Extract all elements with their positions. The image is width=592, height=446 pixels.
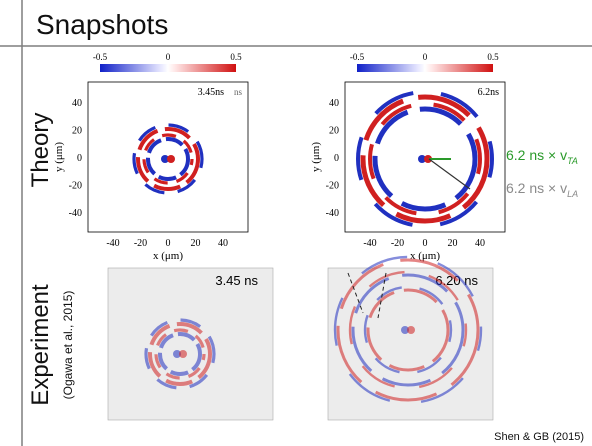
x-axis-label: x (μm) bbox=[153, 250, 183, 262]
ring bbox=[366, 288, 450, 372]
ring bbox=[148, 322, 212, 386]
ring bbox=[158, 332, 202, 376]
ring bbox=[368, 102, 482, 216]
colorbar bbox=[100, 64, 236, 72]
y-axis-label: y (μm) bbox=[310, 142, 322, 172]
y-tick-label: -20 bbox=[326, 181, 339, 192]
time-label: 6.2ns bbox=[478, 87, 500, 98]
core bbox=[418, 155, 426, 163]
core bbox=[167, 155, 175, 163]
x-tick-label: 0 bbox=[166, 238, 171, 249]
colorbar-tick-label: 0.5 bbox=[487, 52, 499, 62]
x-tick-label: 40 bbox=[218, 238, 228, 249]
core bbox=[407, 326, 415, 334]
ring bbox=[154, 328, 206, 380]
y-tick-label: -40 bbox=[326, 208, 339, 219]
arrow bbox=[347, 272, 364, 314]
y-tick-label: 20 bbox=[72, 126, 82, 137]
core bbox=[173, 350, 181, 358]
ring bbox=[333, 255, 483, 405]
x-tick-label: 40 bbox=[475, 238, 485, 249]
x-tick-label: 0 bbox=[423, 238, 428, 249]
core bbox=[179, 350, 187, 358]
y-tick-label: 0 bbox=[334, 153, 339, 164]
colorbar-tick-label: 0 bbox=[166, 52, 171, 62]
time-label: 3.45 ns bbox=[215, 273, 258, 288]
colorbar-tick-label: -0.5 bbox=[350, 52, 365, 62]
row-label: Experiment bbox=[27, 284, 54, 406]
annotation-subscript: TA bbox=[567, 156, 578, 166]
y-tick-label: 40 bbox=[72, 98, 82, 109]
colorbar-tick-label: -0.5 bbox=[93, 52, 108, 62]
colorbar-tick-label: 0 bbox=[423, 52, 428, 62]
annotation-text: 6.2 ns × v bbox=[506, 180, 567, 196]
core bbox=[161, 155, 169, 163]
ring bbox=[363, 285, 453, 375]
image bbox=[107, 267, 274, 421]
figures: -0.5 0 0.5 40 20 0 -20 -40 -40 -20 0 20 40 x (μm) y (μ… bbox=[53, 52, 506, 421]
x-tick-label: -20 bbox=[391, 238, 404, 249]
ring bbox=[144, 318, 216, 390]
row-note: (Ogawa et al., 2015) bbox=[61, 291, 75, 400]
ring bbox=[336, 258, 480, 402]
lA-arrow bbox=[428, 158, 471, 190]
y-axis-label: y (μm) bbox=[53, 142, 65, 172]
slide-title: Snapshots bbox=[36, 9, 168, 40]
colorbar-tick-label: 0.5 bbox=[230, 52, 242, 62]
ring bbox=[146, 137, 190, 181]
y-tick-label: 40 bbox=[329, 98, 339, 109]
arrow bbox=[377, 272, 387, 319]
credit: Shen & GB (2015) bbox=[494, 431, 584, 443]
time-label: 3.45ns bbox=[198, 87, 225, 98]
x-tick-label: 20 bbox=[448, 238, 458, 249]
ring bbox=[360, 94, 490, 224]
y-tick-label: -40 bbox=[69, 208, 82, 219]
annotation: 6.2 ns × vLA bbox=[506, 180, 578, 199]
x-tick-label: -40 bbox=[106, 238, 119, 249]
y-tick-label: 20 bbox=[329, 126, 339, 137]
annotation-subscript: LA bbox=[567, 189, 578, 199]
ring bbox=[348, 270, 468, 390]
ring bbox=[132, 123, 204, 195]
x-tick-label: -40 bbox=[363, 238, 376, 249]
annotation-text: 6.2 ns × v bbox=[506, 147, 567, 163]
colorbar bbox=[357, 64, 493, 72]
x-axis-label: x (μm) bbox=[410, 250, 440, 262]
time-suffix: ns bbox=[234, 87, 243, 97]
y-tick-label: -20 bbox=[69, 181, 82, 192]
core bbox=[401, 326, 409, 334]
ring bbox=[372, 106, 478, 212]
x-tick-label: 20 bbox=[191, 238, 201, 249]
y-tick-label: 0 bbox=[77, 153, 82, 164]
x-tick-label: -20 bbox=[134, 238, 147, 249]
ring bbox=[351, 273, 465, 387]
annotation: 6.2 ns × vTA bbox=[506, 147, 578, 166]
ring bbox=[136, 127, 200, 191]
core bbox=[424, 155, 432, 163]
row-label: Theory bbox=[27, 113, 54, 188]
ring bbox=[356, 90, 494, 228]
ring bbox=[142, 133, 194, 185]
